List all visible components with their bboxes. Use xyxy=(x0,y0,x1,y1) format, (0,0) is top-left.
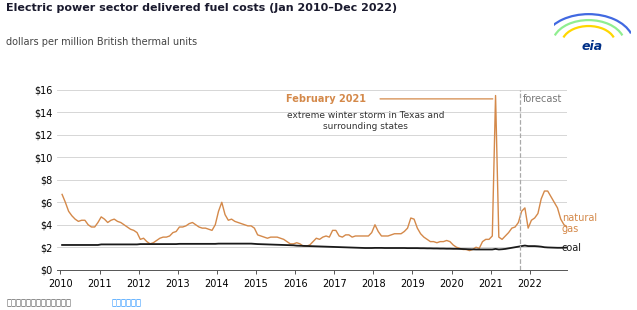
Text: February 2021: February 2021 xyxy=(285,94,366,104)
Text: extreme winter storm in Texas and: extreme winter storm in Texas and xyxy=(287,111,444,120)
Text: forecast: forecast xyxy=(523,94,562,104)
Text: eia: eia xyxy=(582,40,603,53)
Text: dollars per million British thermal units: dollars per million British thermal unit… xyxy=(6,37,197,47)
Text: 资料来源：美国能源信息署，: 资料来源：美国能源信息署， xyxy=(6,298,71,307)
Text: natural
gas: natural gas xyxy=(562,213,597,234)
Text: 短期能源展望: 短期能源展望 xyxy=(111,298,141,307)
Text: coal: coal xyxy=(562,243,582,253)
Text: surrounding states: surrounding states xyxy=(323,122,408,131)
Text: Electric power sector delivered fuel costs (Jan 2010–Dec 2022): Electric power sector delivered fuel cos… xyxy=(6,3,397,13)
